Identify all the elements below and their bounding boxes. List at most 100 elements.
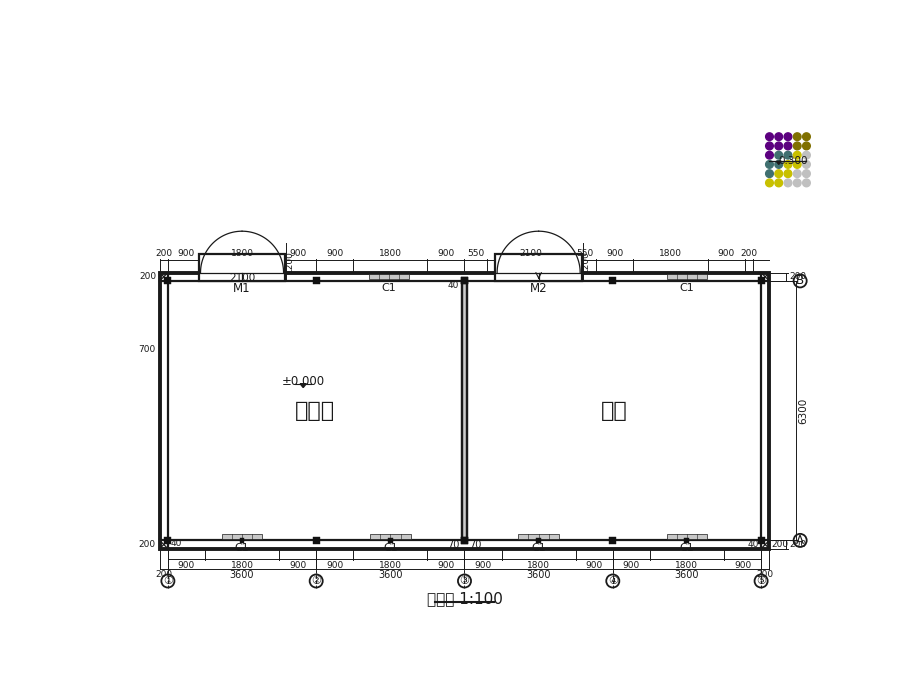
Bar [684, 538, 688, 543]
Text: 900: 900 [289, 249, 306, 258]
Circle shape [783, 170, 791, 177]
Text: 3600: 3600 [674, 570, 698, 580]
Circle shape [783, 179, 791, 187]
Bar [608, 537, 616, 544]
Circle shape [774, 179, 782, 187]
Text: 70: 70 [470, 540, 482, 549]
Text: 2100: 2100 [518, 249, 541, 258]
Circle shape [801, 133, 810, 141]
Text: 900: 900 [474, 561, 491, 570]
Text: C1: C1 [530, 543, 545, 553]
Text: 900: 900 [606, 249, 623, 258]
Bar [536, 538, 540, 543]
Text: C1: C1 [679, 543, 694, 553]
Bar [460, 277, 468, 284]
Circle shape [765, 179, 773, 187]
Bar [369, 534, 410, 539]
Text: M2: M2 [529, 282, 547, 295]
Text: 库房: 库房 [600, 401, 627, 421]
Text: 900: 900 [325, 561, 343, 570]
Bar [199, 254, 285, 281]
Circle shape [765, 161, 773, 168]
Bar [165, 537, 171, 544]
Circle shape [801, 151, 810, 159]
Text: 1800: 1800 [231, 249, 254, 258]
Text: 40: 40 [746, 540, 758, 549]
Bar [608, 277, 616, 284]
Circle shape [774, 142, 782, 150]
Text: 700: 700 [139, 345, 155, 354]
Bar [460, 537, 468, 544]
Polygon shape [300, 384, 306, 388]
Text: 200: 200 [139, 540, 155, 549]
Text: 200: 200 [755, 570, 773, 579]
Bar [666, 534, 707, 539]
Text: M1: M1 [233, 282, 251, 295]
Bar [388, 538, 392, 543]
Circle shape [774, 151, 782, 159]
Circle shape [792, 179, 800, 187]
Text: C1: C1 [381, 283, 396, 293]
Text: 0.300: 0.300 [777, 156, 808, 166]
Circle shape [774, 170, 782, 177]
Bar [756, 537, 764, 544]
Bar [460, 537, 468, 544]
Circle shape [765, 133, 773, 141]
Polygon shape [776, 161, 780, 164]
Circle shape [774, 133, 782, 141]
Bar [494, 273, 581, 281]
Circle shape [801, 142, 810, 150]
Text: B: B [795, 275, 803, 287]
Text: ③: ③ [459, 576, 469, 586]
Text: 900: 900 [325, 249, 343, 258]
Text: 3600: 3600 [526, 570, 550, 580]
Text: 200: 200 [155, 570, 172, 579]
Bar [221, 534, 262, 539]
Bar [199, 273, 285, 281]
Circle shape [792, 142, 800, 150]
Circle shape [783, 161, 791, 168]
Bar [160, 273, 768, 549]
Circle shape [774, 161, 782, 168]
Text: 200: 200 [789, 540, 806, 549]
Text: 900: 900 [289, 561, 306, 570]
Circle shape [765, 142, 773, 150]
Text: C1: C1 [234, 543, 249, 553]
Text: 200: 200 [789, 273, 806, 282]
Circle shape [792, 151, 800, 159]
Text: 200: 200 [155, 249, 172, 258]
Text: 900: 900 [177, 561, 195, 570]
Bar [312, 277, 319, 284]
Text: C1: C1 [382, 543, 397, 553]
Bar [239, 538, 244, 543]
Bar [494, 254, 581, 281]
Circle shape [801, 179, 810, 187]
Circle shape [792, 161, 800, 168]
Text: 1800: 1800 [231, 561, 254, 570]
Text: ②: ② [311, 576, 321, 586]
Text: 900: 900 [585, 561, 602, 570]
Text: 1800: 1800 [527, 561, 550, 570]
Circle shape [783, 142, 791, 150]
Text: 1200: 1200 [284, 250, 293, 273]
Text: ⑤: ⑤ [755, 576, 766, 586]
Text: A: A [795, 534, 803, 547]
Text: 6300: 6300 [798, 397, 808, 424]
Text: 900: 900 [733, 561, 751, 570]
Text: 900: 900 [622, 561, 640, 570]
Text: C1: C1 [679, 283, 694, 293]
Circle shape [783, 133, 791, 141]
Circle shape [783, 151, 791, 159]
Bar [756, 277, 764, 284]
Text: 1800: 1800 [675, 561, 698, 570]
Text: ±0.000: ±0.000 [281, 375, 324, 388]
Circle shape [801, 170, 810, 177]
Text: 3600: 3600 [230, 570, 254, 580]
Circle shape [765, 170, 773, 177]
Bar [165, 277, 171, 284]
Circle shape [765, 151, 773, 159]
Text: 900: 900 [437, 561, 454, 570]
Bar [517, 534, 559, 539]
Bar [461, 281, 467, 540]
Text: 1200: 1200 [581, 250, 590, 273]
